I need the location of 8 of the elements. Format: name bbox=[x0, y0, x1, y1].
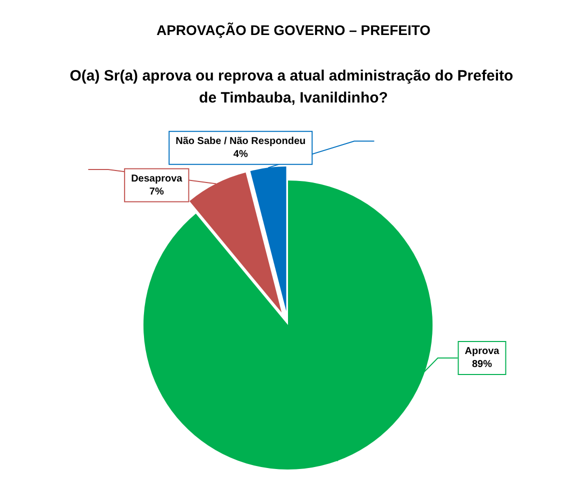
data-label: 4% bbox=[233, 148, 248, 160]
slice-label: Não Sabe / Não Respondeu bbox=[176, 136, 306, 147]
data-label: 89% bbox=[472, 359, 492, 370]
slice-label: Aprova bbox=[464, 346, 500, 357]
chart-title: APROVAÇÃO DE GOVERNO – PREFEITO bbox=[156, 22, 431, 38]
slice-label: Desaprova bbox=[131, 173, 183, 184]
data-label: 7% bbox=[149, 186, 164, 198]
chart-subtitle: O(a) Sr(a) aprova ou reprova a atual administração do Prefeito de Timbauba, Ivanildinho? bbox=[70, 68, 518, 106]
